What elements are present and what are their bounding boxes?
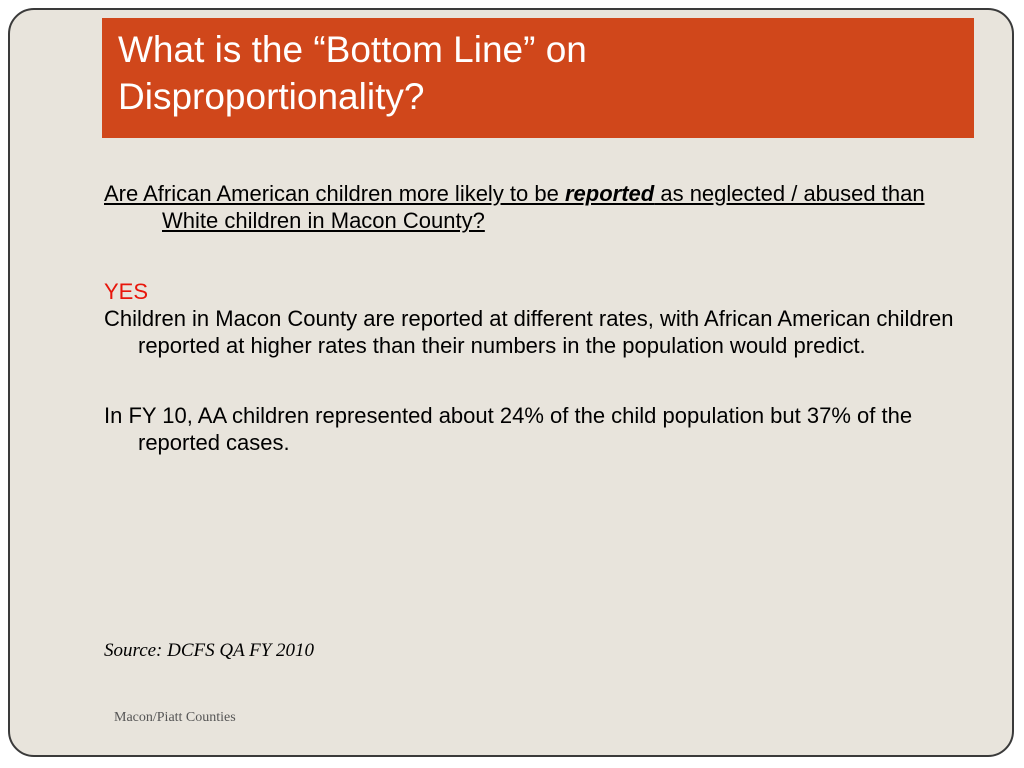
slide-title: What is the “Bottom Line” on Disproporti… bbox=[118, 26, 960, 120]
question-prefix: Are African American children more likel… bbox=[104, 181, 565, 206]
question-text: Are African American children more likel… bbox=[104, 180, 964, 234]
footer-text: Macon/Piatt Counties bbox=[114, 710, 236, 725]
question-emphasis: reported bbox=[564, 181, 655, 206]
question-suffix: as neglected / abused than White childre… bbox=[162, 181, 925, 233]
paragraph-rates: Children in Macon County are reported at… bbox=[104, 306, 954, 358]
slide-title-line2: Disproportionality? bbox=[118, 76, 425, 117]
slide-body: Are African American children more likel… bbox=[104, 180, 964, 456]
title-bar: What is the “Bottom Line” on Disproporti… bbox=[102, 18, 974, 138]
source-citation: Source: DCFS QA FY 2010 bbox=[104, 640, 315, 661]
paragraph-statistics: In FY 10, AA children represented about … bbox=[104, 403, 913, 455]
slide: What is the “Bottom Line” on Disproporti… bbox=[8, 8, 1014, 757]
answer-text: YES bbox=[104, 279, 149, 304]
slide-title-line1: What is the “Bottom Line” on bbox=[118, 29, 587, 70]
